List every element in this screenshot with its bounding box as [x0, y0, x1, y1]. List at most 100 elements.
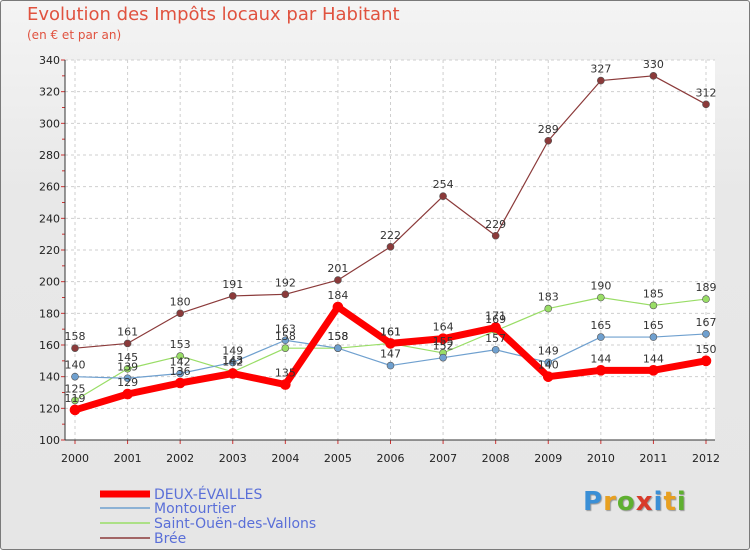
data-label: 119: [65, 392, 86, 405]
legend-label: Saint-Ouën-des-Vallons: [154, 516, 316, 532]
x-tick-label: 2007: [429, 452, 457, 465]
y-tick-label: 180: [39, 307, 60, 320]
data-label: 167: [696, 316, 717, 329]
x-tick-label: 2005: [324, 452, 352, 465]
data-label: 149: [222, 344, 243, 357]
data-label: 158: [65, 330, 86, 343]
data-label: 152: [433, 340, 454, 353]
data-label: 158: [275, 330, 296, 343]
data-point: [439, 192, 447, 200]
data-point: [437, 333, 449, 344]
data-label: 158: [327, 330, 348, 343]
legend-label: Montourtier: [154, 501, 236, 517]
data-point: [334, 344, 342, 352]
data-point: [174, 377, 186, 389]
data-label: 140: [65, 359, 86, 372]
data-label: 149: [538, 344, 559, 357]
data-point: [281, 290, 290, 299]
data-point: [123, 364, 132, 373]
y-tick-label: 300: [39, 117, 60, 130]
data-point: [439, 353, 447, 362]
data-point: [597, 293, 605, 302]
data-label: 136: [170, 365, 191, 378]
data-point: [71, 344, 79, 352]
data-label: 161: [117, 325, 138, 338]
data-point: [227, 368, 239, 379]
chart-subtitle: (en € et par an): [27, 28, 122, 42]
data-label: 254: [433, 178, 454, 191]
data-point: [332, 301, 344, 313]
y-tick-label: 240: [39, 212, 60, 225]
data-label: 161: [380, 325, 401, 338]
data-label: 180: [170, 295, 191, 308]
data-point: [649, 72, 658, 80]
data-point: [176, 369, 184, 378]
data-point: [228, 292, 237, 300]
data-point: [386, 243, 395, 251]
data-point: [334, 276, 342, 284]
data-point: [71, 372, 79, 381]
data-label: 163: [275, 322, 296, 335]
legend-label: DEUX-ÉVAILLES: [154, 486, 262, 503]
data-point: [702, 295, 710, 303]
data-label: 184: [327, 289, 348, 302]
data-label: 192: [275, 276, 296, 289]
x-tick-label: 2011: [639, 452, 667, 465]
y-tick-label: 200: [39, 276, 60, 289]
data-label: 144: [590, 352, 611, 365]
data-point: [491, 345, 500, 354]
data-label: 327: [590, 63, 611, 76]
data-point: [542, 371, 554, 382]
data-point: [544, 136, 553, 145]
data-label: 142: [222, 356, 243, 369]
data-label: 150: [696, 343, 717, 356]
data-label: 139: [117, 360, 138, 373]
data-label: 289: [538, 123, 559, 136]
data-point: [597, 333, 605, 341]
x-tick-label: 2003: [219, 452, 247, 465]
data-label: 201: [327, 262, 348, 275]
data-label: 229: [485, 218, 506, 231]
data-point: [490, 322, 501, 333]
data-point: [702, 330, 710, 338]
data-point: [69, 404, 81, 416]
data-label: 161: [380, 325, 401, 338]
y-tick-label: 160: [39, 339, 60, 352]
data-label: 191: [222, 278, 243, 291]
data-point: [544, 304, 553, 313]
x-tick-label: 2001: [114, 452, 142, 465]
y-tick-label: 220: [39, 244, 60, 257]
data-label: 129: [117, 376, 138, 389]
proxiti-logo: Proxiti: [583, 487, 687, 517]
x-tick-label: 2010: [587, 452, 615, 465]
x-tick-label: 2009: [534, 452, 562, 465]
x-tick-label: 2004: [271, 452, 299, 465]
data-point: [595, 365, 607, 376]
data-label: 164: [433, 321, 454, 334]
data-point: [280, 379, 291, 390]
data-point: [700, 355, 712, 367]
data-label: 140: [538, 359, 559, 372]
data-label: 183: [538, 291, 559, 304]
y-tick-label: 260: [39, 181, 60, 194]
data-point: [491, 231, 500, 240]
data-label: 190: [590, 280, 611, 293]
data-point: [281, 344, 290, 352]
data-label: 157: [485, 332, 506, 345]
chart-title: Evolution des Impôts locaux par Habitant: [27, 4, 400, 25]
data-point: [123, 374, 132, 383]
data-label: 171: [485, 310, 506, 323]
data-point: [544, 358, 553, 367]
x-tick-label: 2002: [166, 452, 194, 465]
data-label: 147: [380, 348, 401, 361]
data-point: [648, 365, 659, 376]
y-tick-label: 280: [39, 149, 60, 162]
data-label: 158: [327, 330, 348, 343]
data-label: 165: [643, 319, 664, 332]
data-label: 165: [590, 319, 611, 332]
data-point: [649, 301, 658, 310]
y-tick-label: 340: [39, 54, 60, 67]
data-point: [176, 352, 184, 360]
x-tick-label: 2006: [377, 452, 405, 465]
